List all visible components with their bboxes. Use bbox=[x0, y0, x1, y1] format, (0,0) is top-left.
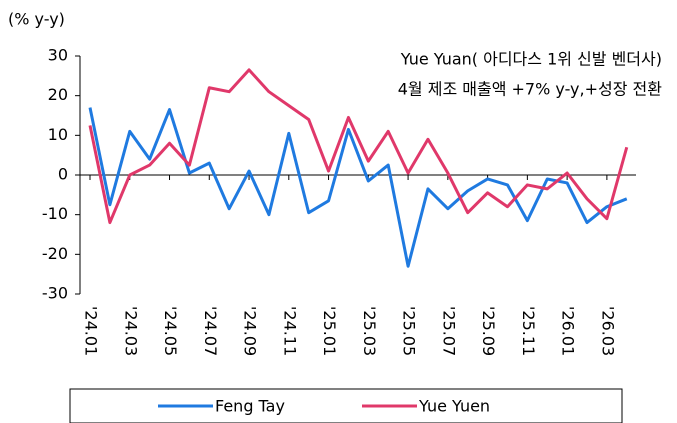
y-tick-label: -30 bbox=[42, 284, 68, 303]
x-tick-label: '24.05 bbox=[161, 306, 180, 356]
y-axis-label: (% y-y) bbox=[8, 10, 65, 29]
y-tick-label: 30 bbox=[48, 46, 68, 65]
legend-label: Feng Tay bbox=[215, 397, 285, 416]
x-tick-label: '25.09 bbox=[479, 306, 498, 356]
x-tick-label: '26.03 bbox=[598, 306, 617, 356]
series-line bbox=[88, 68, 629, 225]
annotation: 4월 제조 매출액 +7% y-y,+성장 전환 bbox=[398, 80, 663, 99]
x-tick-label: '24.11 bbox=[280, 306, 299, 356]
x-tick-label: '24.01 bbox=[82, 306, 101, 356]
x-tick-label: '25.05 bbox=[400, 306, 419, 356]
x-tick-label: '24.09 bbox=[241, 306, 260, 356]
series-line bbox=[88, 107, 628, 268]
x-tick-label: '24.03 bbox=[121, 306, 140, 356]
legend-box bbox=[69, 388, 623, 423]
y-tick-label: -10 bbox=[42, 204, 68, 223]
x-tick-label: '26.01 bbox=[559, 306, 578, 356]
y-tick-label: -20 bbox=[42, 244, 68, 263]
x-tick-label: '25.11 bbox=[519, 306, 538, 356]
x-tick-label: '25.07 bbox=[439, 306, 458, 356]
x-tick-label: '25.03 bbox=[360, 306, 379, 356]
y-tick-label: 20 bbox=[48, 85, 68, 104]
legend-label: Yue Yuen bbox=[418, 397, 490, 416]
x-tick-label: '24.07 bbox=[201, 306, 220, 356]
annotation: Yue Yuan( 아디다스 1위 신발 벤더사) bbox=[400, 50, 662, 69]
x-tick-label: '25.01 bbox=[320, 306, 339, 356]
y-tick-label: 0 bbox=[58, 165, 68, 184]
y-tick-label: 10 bbox=[48, 125, 68, 144]
